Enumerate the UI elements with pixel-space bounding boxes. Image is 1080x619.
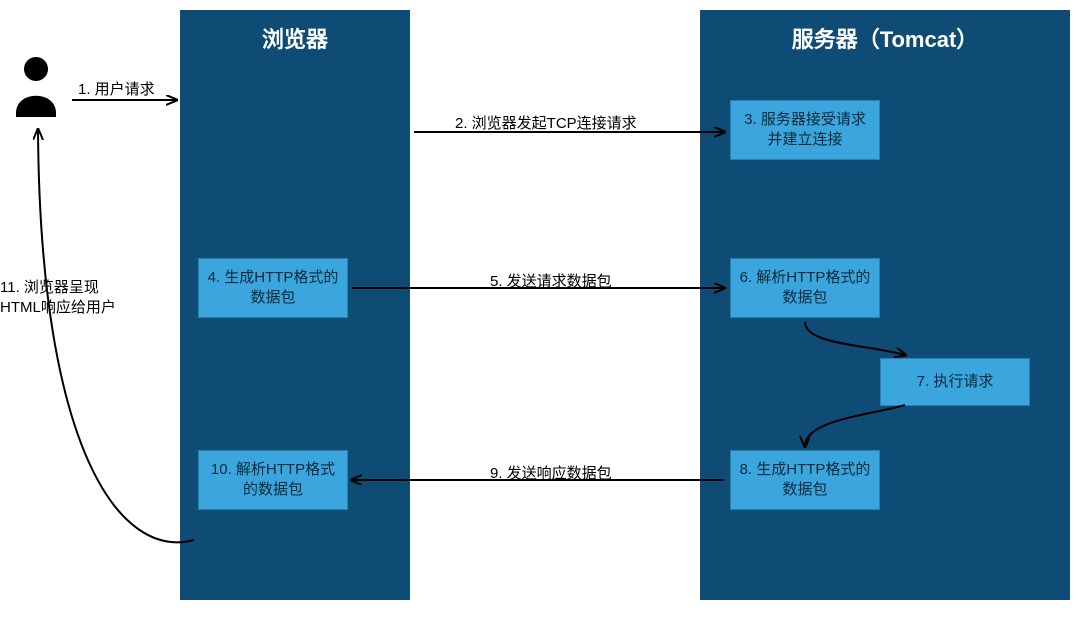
node-3: 3. 服务器接受请求并建立连接 — [730, 100, 880, 160]
lane-server-title: 服务器（Tomcat） — [700, 10, 1070, 54]
node-7-text: 7. 执行请求 — [917, 372, 994, 392]
node-8-text: 8. 生成HTTP格式的数据包 — [739, 460, 871, 501]
label-11: 11. 浏览器呈现HTML响应给用户 — [0, 278, 116, 319]
user-icon — [11, 55, 61, 125]
label-2: 2. 浏览器发起TCP连接请求 — [455, 112, 637, 133]
label-9: 9. 发送响应数据包 — [490, 462, 612, 483]
node-6: 6. 解析HTTP格式的数据包 — [730, 258, 880, 318]
label-1: 1. 用户请求 — [78, 78, 155, 99]
node-3-text: 3. 服务器接受请求并建立连接 — [739, 110, 871, 151]
node-10: 10. 解析HTTP格式的数据包 — [198, 450, 348, 510]
node-10-text: 10. 解析HTTP格式的数据包 — [207, 460, 339, 501]
node-4-text: 4. 生成HTTP格式的数据包 — [207, 268, 339, 309]
node-7: 7. 执行请求 — [880, 358, 1030, 406]
node-6-text: 6. 解析HTTP格式的数据包 — [739, 268, 871, 309]
node-4: 4. 生成HTTP格式的数据包 — [198, 258, 348, 318]
arrow-a11 — [38, 130, 194, 542]
node-8: 8. 生成HTTP格式的数据包 — [730, 450, 880, 510]
lane-browser-title: 浏览器 — [180, 10, 410, 54]
label-5: 5. 发送请求数据包 — [490, 270, 612, 291]
